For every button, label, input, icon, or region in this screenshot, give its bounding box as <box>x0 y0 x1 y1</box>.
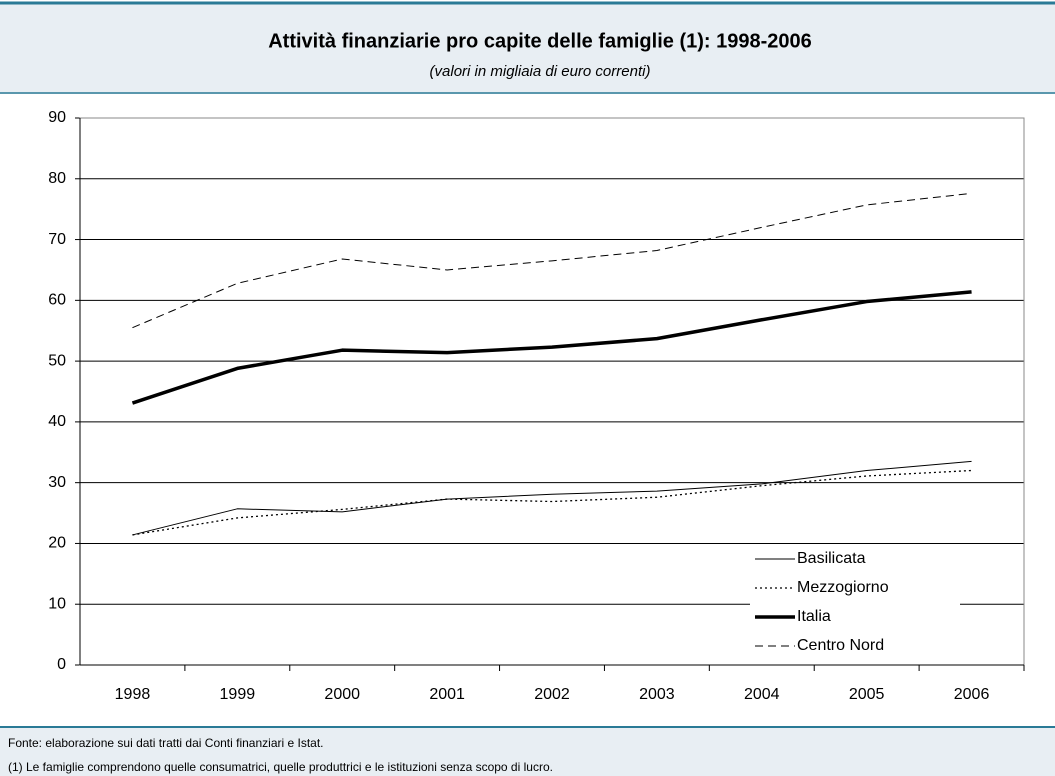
y-tick-label: 20 <box>48 535 66 552</box>
y-tick-label: 70 <box>48 231 66 248</box>
x-tick-label: 2005 <box>849 686 885 703</box>
series-line <box>131 290 972 405</box>
footer-band <box>0 727 1055 776</box>
y-tick-label: 50 <box>48 352 66 369</box>
y-tick-label: 80 <box>48 170 66 187</box>
legend-box <box>750 545 960 660</box>
source-note: Fonte: elaborazione sui dati tratti dai … <box>8 736 324 750</box>
x-tick-label: 2001 <box>429 686 465 703</box>
header-band <box>0 4 1055 94</box>
series-line <box>132 192 972 329</box>
y-tick-label: 0 <box>57 656 66 673</box>
legend-label: Basilicata <box>797 550 866 567</box>
y-tick-label: 10 <box>48 595 66 612</box>
y-tick-label: 30 <box>48 474 66 491</box>
legend-label: Italia <box>797 608 831 625</box>
x-tick-label: 2002 <box>534 686 570 703</box>
series-line <box>132 469 972 536</box>
x-tick-label: 2004 <box>744 686 780 703</box>
x-tick-label: 1998 <box>115 686 151 703</box>
y-tick-label: 40 <box>48 413 66 430</box>
x-tick-label: 2000 <box>324 686 360 703</box>
legend-label: Centro Nord <box>797 637 884 654</box>
x-tick-label: 2003 <box>639 686 675 703</box>
chart-title: Attività finanziarie pro capite delle fa… <box>268 30 812 52</box>
y-tick-label: 90 <box>48 109 66 126</box>
y-tick-label: 60 <box>48 292 66 309</box>
x-tick-label: 1999 <box>220 686 256 703</box>
legend-label: Mezzogiorno <box>797 579 889 596</box>
footnote: (1) Le famiglie comprendono quelle consu… <box>8 760 553 774</box>
chart-subtitle: (valori in migliaia di euro correnti) <box>430 63 651 80</box>
x-tick-label: 2006 <box>954 686 990 703</box>
series-line <box>132 460 972 536</box>
